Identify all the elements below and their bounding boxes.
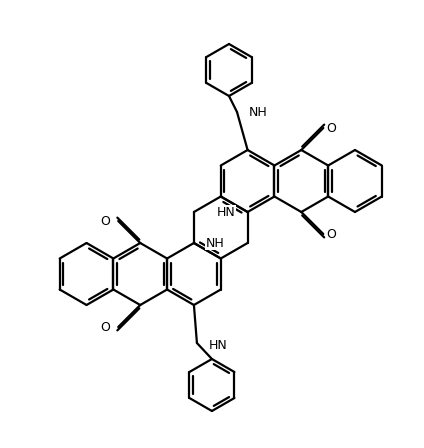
Text: O: O <box>326 228 336 241</box>
Text: HN: HN <box>217 206 236 219</box>
Text: O: O <box>326 121 336 134</box>
Text: NH: NH <box>249 105 268 119</box>
Text: O: O <box>100 215 110 228</box>
Text: NH: NH <box>206 237 225 250</box>
Text: HN: HN <box>209 339 228 352</box>
Text: O: O <box>100 320 110 333</box>
